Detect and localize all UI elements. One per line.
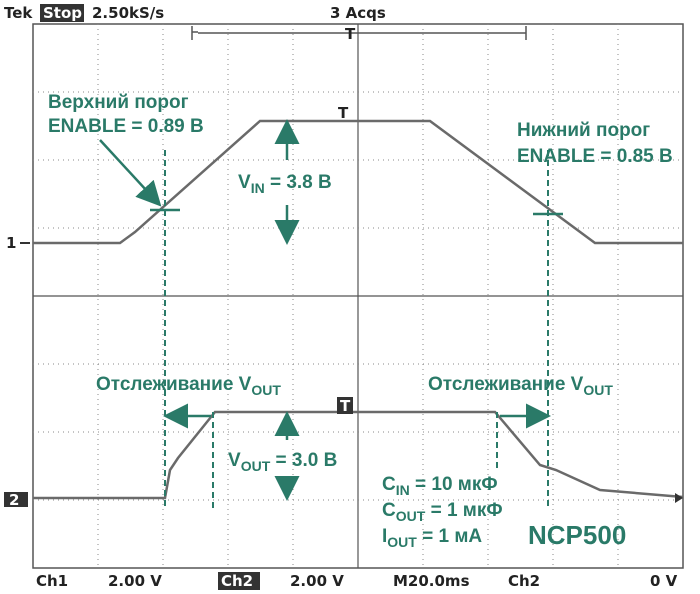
ch1-marker: 1 [6, 234, 16, 252]
footer-ch1-scale: 2.00 V [108, 572, 162, 590]
device-name: NCP500 [528, 520, 626, 550]
lower-value: ENABLE = 0.85 В [517, 146, 673, 167]
lower-title: Нижний порог [517, 120, 650, 141]
guide-lines [164, 150, 549, 510]
acquisitions: 3 Acqs [330, 4, 386, 22]
footer-ch1: Ch1 [36, 572, 68, 590]
tracking-left: Отслеживание VOUT [96, 374, 281, 398]
status: Stop [43, 4, 82, 22]
status-box [40, 4, 84, 22]
cin-label: CIN = 10 мкФ [382, 474, 498, 498]
vin-label: VIN = 3.8 В [238, 172, 332, 196]
iout-label: IOUT = 1 мА [382, 526, 482, 550]
footer-ch2-box [218, 572, 260, 590]
ch2-trigger-marker: T [340, 397, 351, 415]
tracking-right: Отслеживание VOUT [428, 374, 613, 398]
footer-timebase: M20.0ms [393, 572, 470, 590]
ch2-marker: 2 [9, 491, 19, 509]
ch1-trigger-marker: T [338, 104, 349, 122]
footer-ch2: Ch2 [221, 572, 253, 590]
ch1-waveform [33, 119, 683, 245]
ch2-marker-box [4, 492, 28, 507]
upper-title: Верхний порог [48, 92, 189, 113]
cout-label: COUT = 1 мкФ [382, 500, 503, 524]
footer-ch2-scale: 2.00 V [290, 572, 344, 590]
brand: Tek [4, 4, 33, 22]
trigger-window [191, 26, 527, 40]
pointer-arrow [99, 139, 162, 207]
sample-rate: 2.50kS/s [92, 4, 164, 22]
level-marker [675, 493, 683, 503]
trigger-marker: T [345, 25, 356, 43]
vout-label: VOUT = 3.0 В [228, 450, 337, 474]
threshold-ticks [150, 208, 563, 216]
upper-value: ENABLE = 0.89 В [48, 116, 204, 137]
footer-trigger-source: Ch2 [508, 572, 540, 590]
footer-trigger-level: 0 V [650, 572, 678, 590]
